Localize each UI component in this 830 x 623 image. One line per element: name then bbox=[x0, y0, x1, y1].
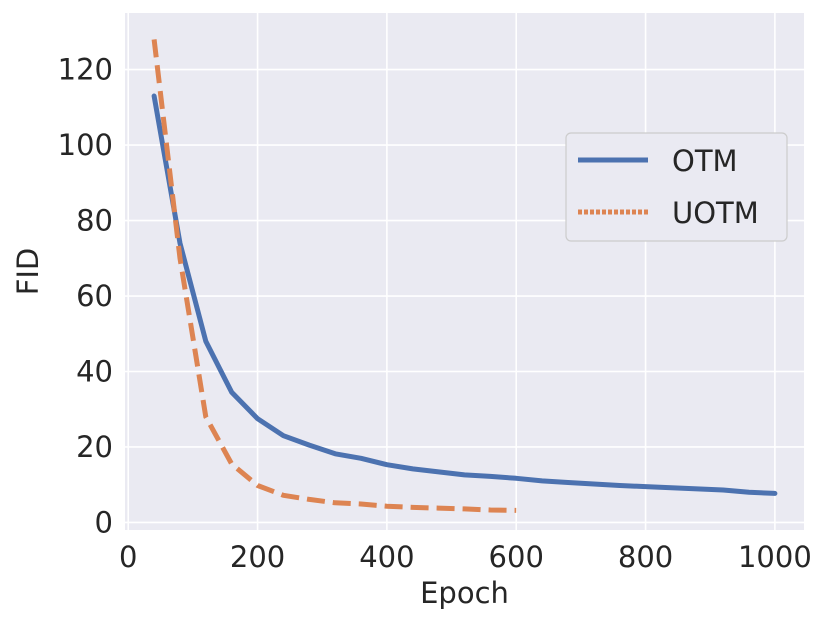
series-line-uotm bbox=[151, 39, 517, 513]
y-tick-label: 100 bbox=[58, 128, 113, 162]
x-tick-label: 0 bbox=[119, 540, 137, 574]
legend-label-otm: OTM bbox=[672, 144, 738, 178]
series-line-otm bbox=[151, 93, 778, 496]
x-tick-labels: 0 200 400 600 800 1000 bbox=[119, 540, 812, 574]
x-tick-label: 800 bbox=[618, 540, 673, 574]
y-tick-label: 80 bbox=[76, 204, 113, 238]
y-tick-label: 0 bbox=[95, 505, 113, 539]
y-tick-label: 120 bbox=[58, 53, 113, 87]
x-tick-label: 600 bbox=[489, 540, 544, 574]
x-tick-label: 400 bbox=[359, 540, 414, 574]
legend-label-uotm: UOTM bbox=[672, 196, 759, 230]
y-axis-label: FID bbox=[11, 248, 45, 296]
legend: OTM UOTM bbox=[565, 132, 788, 242]
y-tick-label: 40 bbox=[76, 355, 113, 389]
x-axis-label: Epoch bbox=[420, 576, 509, 610]
x-tick-label: 1000 bbox=[738, 540, 812, 574]
series-layer bbox=[151, 39, 778, 513]
plot-background bbox=[125, 13, 804, 530]
y-tick-label: 60 bbox=[76, 279, 113, 313]
y-tick-labels: 0 20 40 60 80 100 120 bbox=[58, 53, 113, 540]
y-tick-label: 20 bbox=[76, 430, 113, 464]
x-tick-label: 200 bbox=[230, 540, 285, 574]
